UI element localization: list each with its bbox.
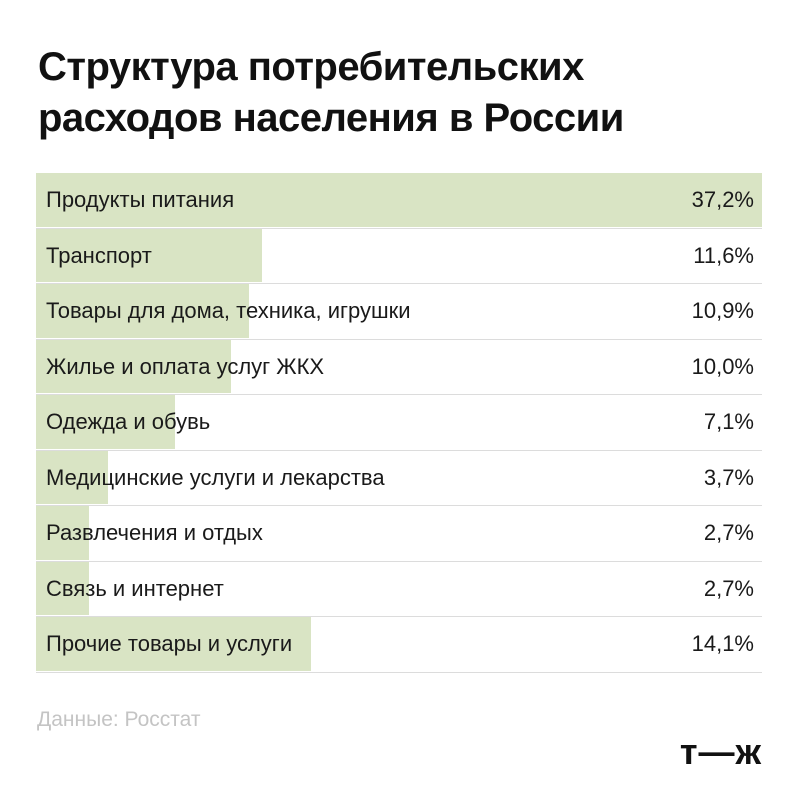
bar-row: Развлечения и отдых 2,7% <box>36 506 762 562</box>
brand-logo: т—ж <box>679 731 762 772</box>
bar-value-label: 37,2% <box>691 187 754 212</box>
bar-value-label: 10,0% <box>691 353 754 379</box>
bar-category-label: Жилье и оплата услуг ЖКХ <box>46 353 325 379</box>
bar-value-label: 7,1% <box>703 409 754 434</box>
bar <box>36 228 263 282</box>
bar-row: Транспорт 11,6% <box>36 228 762 284</box>
bar <box>36 339 232 393</box>
bar-category-label: Продукты питания <box>46 187 235 212</box>
bar <box>36 506 89 560</box>
bar-value-label: 11,6% <box>693 242 754 268</box>
data-source-note: Данные: Росстат <box>37 708 201 731</box>
bar-row: Связь и интернет 2,7% <box>36 561 762 617</box>
bar-row: Жилье и оплата услуг ЖКХ 10,0% <box>36 339 762 395</box>
chart-title: Структура потребительских расходов насел… <box>38 42 758 144</box>
bar-value-label: 3,7% <box>703 464 754 490</box>
bar-value-label: 2,7% <box>703 575 754 601</box>
bar-value-label: 2,7% <box>703 520 754 545</box>
bar-chart: Продукты питания 37,2% Транспорт 11,6% Товар… <box>36 173 762 673</box>
bar-row: Прочие товары и услуги 14,1% <box>36 617 762 673</box>
bar-category-label: Медицинские услуги и лекарства <box>46 464 385 490</box>
bar <box>36 561 89 615</box>
bar-row: Продукты питания 37,2% <box>36 173 762 229</box>
bar <box>36 173 762 227</box>
bar-category-label: Одежда и обувь <box>46 409 211 434</box>
bar-category-label: Развлечения и отдых <box>46 520 263 545</box>
bar-category-label: Прочие товары и услуги <box>46 631 293 656</box>
bar-row: Одежда и обувь 7,1% <box>36 395 762 451</box>
bar-row: Медицинские услуги и лекарства 3,7% <box>36 450 762 506</box>
bar-row: Товары для дома, техника, игрушки 10,9% <box>36 284 762 340</box>
bar-category-label: Товары для дома, техника, игрушки <box>46 298 411 323</box>
chart-title-line-2: расходов населения в России <box>38 96 624 140</box>
bar <box>36 395 175 449</box>
bar <box>36 450 109 504</box>
bar <box>36 284 249 338</box>
bar-category-label: Транспорт <box>46 242 152 268</box>
chart-title-line-1: Структура потребительских <box>38 45 584 89</box>
bar-value-label: 10,9% <box>691 298 754 323</box>
bar-value-label: 14,1% <box>691 631 754 656</box>
bar-category-label: Связь и интернет <box>46 575 224 601</box>
bar <box>36 617 312 671</box>
